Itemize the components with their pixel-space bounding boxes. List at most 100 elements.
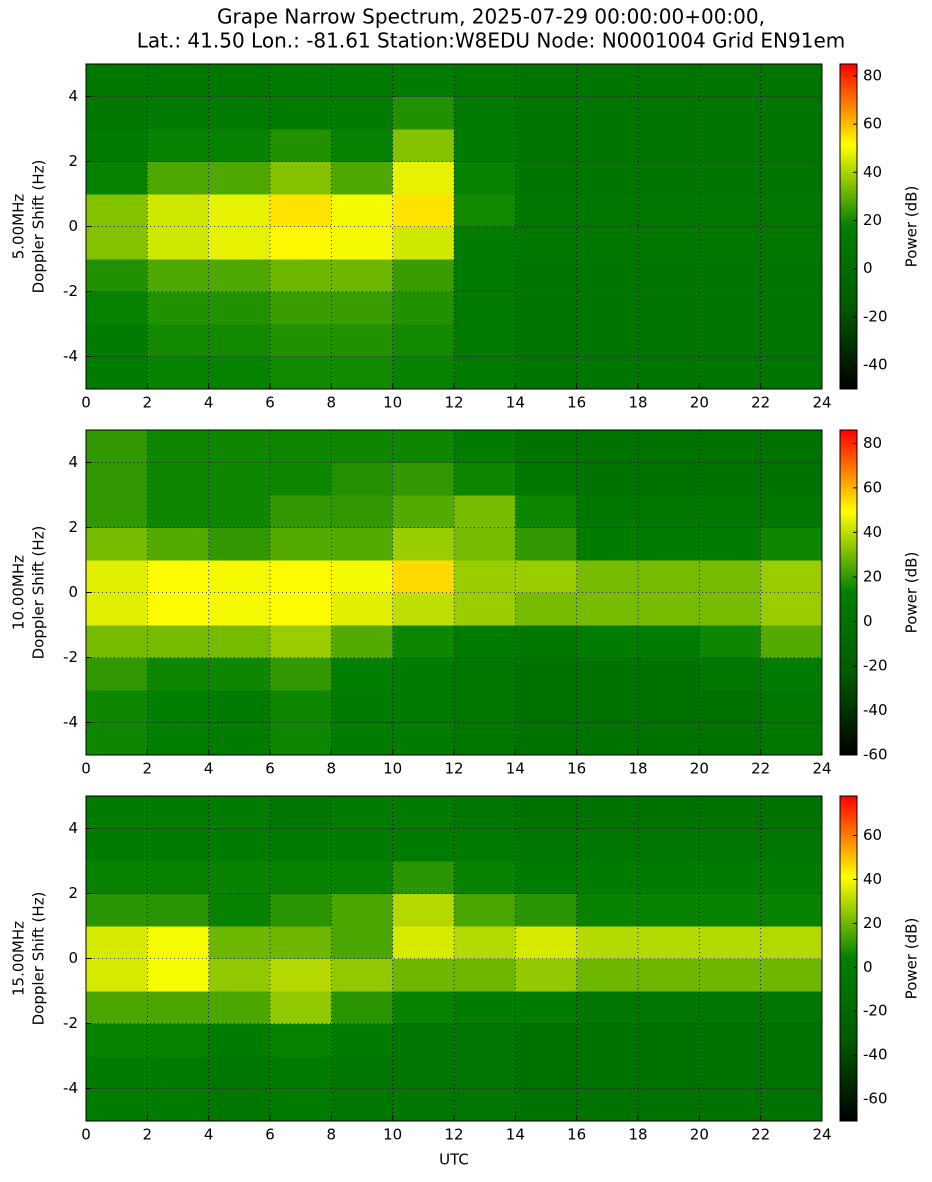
heatmap-cell xyxy=(515,495,578,528)
heatmap-cell xyxy=(270,194,332,227)
heatmap-cell xyxy=(699,796,762,829)
heatmap-cell xyxy=(576,625,639,658)
heatmap-cell xyxy=(147,96,210,130)
x-tick-label: 2 xyxy=(143,394,153,412)
heatmap-cell xyxy=(392,129,455,162)
heatmap-cell xyxy=(270,861,332,894)
heatmap-cell xyxy=(86,722,148,756)
heatmap-cell xyxy=(86,324,148,357)
heatmap-cell xyxy=(331,722,394,756)
heatmap-cell xyxy=(576,462,639,496)
heatmap-cell xyxy=(392,657,455,691)
heatmap-cell xyxy=(86,560,148,593)
heatmap-cell xyxy=(576,161,639,195)
heatmap-cell xyxy=(331,194,394,227)
heatmap-cell xyxy=(699,958,762,992)
heatmap-cell xyxy=(576,657,639,691)
y-tick-label: -4 xyxy=(63,713,78,731)
heatmap-cell xyxy=(208,1023,271,1057)
y-tick-label: 0 xyxy=(68,949,78,967)
heatmap-cell xyxy=(270,1023,332,1057)
heatmap-cell xyxy=(208,893,271,927)
heatmap-cell xyxy=(515,560,578,593)
heatmap-cell xyxy=(147,991,210,1024)
heatmap-cell xyxy=(515,194,578,227)
heatmap-cell xyxy=(760,893,823,927)
y-tick-label: 2 xyxy=(68,884,78,902)
heatmap-cell xyxy=(454,1056,516,1089)
heatmap-cell xyxy=(760,560,823,593)
heatmap-cell xyxy=(638,828,700,862)
heatmap-cell xyxy=(208,226,271,260)
heatmap-cell xyxy=(638,893,700,927)
heatmap-cell xyxy=(270,430,332,463)
heatmap-cell xyxy=(270,991,332,1024)
y-axis-label: Doppler Shift (Hz) xyxy=(30,892,48,1026)
heatmap-cell xyxy=(515,625,578,658)
heatmap-cell xyxy=(86,430,148,463)
plot-frame xyxy=(85,63,823,390)
heatmap-cell xyxy=(760,291,823,325)
heatmap-cell xyxy=(270,690,332,723)
heatmap-cell xyxy=(515,96,578,130)
x-tick-label: 10 xyxy=(383,760,402,778)
heatmap-cell xyxy=(760,495,823,528)
heatmap-cell xyxy=(576,796,639,829)
heatmap-cell xyxy=(515,430,578,463)
heatmap-cell xyxy=(515,462,578,496)
heatmap-cell xyxy=(392,1056,455,1089)
y-tick-label: -2 xyxy=(63,648,78,666)
x-tick-label: 24 xyxy=(812,1126,831,1144)
colorbar-tick-label: -40 xyxy=(863,701,888,719)
heatmap-cell xyxy=(86,527,148,561)
heatmap-cell xyxy=(86,495,148,528)
colorbar-tick-label: 60 xyxy=(863,478,882,496)
heatmap-cell xyxy=(699,1088,762,1122)
heatmap-cell xyxy=(699,592,762,626)
heatmap-cell xyxy=(270,722,332,756)
y-tick-label: 4 xyxy=(68,453,78,471)
heatmap-cell xyxy=(638,796,700,829)
heatmap-cell xyxy=(147,796,210,829)
heatmap-cell xyxy=(86,625,148,658)
x-tick-label: 0 xyxy=(81,394,91,412)
heatmap-cell xyxy=(760,625,823,658)
heatmap-cell xyxy=(699,991,762,1024)
heatmap-cell xyxy=(576,1088,639,1122)
heatmap-cell xyxy=(208,722,271,756)
heatmap-cell xyxy=(208,356,271,390)
heatmap-cell xyxy=(454,796,516,829)
x-tick-label: 14 xyxy=(506,394,525,412)
heatmap-cell xyxy=(331,356,394,390)
heatmap-cell xyxy=(392,893,455,927)
heatmap-cell xyxy=(270,462,332,496)
heatmap-cell xyxy=(638,527,700,561)
heatmap-cell xyxy=(392,560,455,593)
heatmap-cell xyxy=(454,324,516,357)
heatmap-cell xyxy=(147,194,210,227)
heatmap-cell xyxy=(392,430,455,463)
heatmap-cell xyxy=(147,926,210,959)
heatmap-cell xyxy=(515,592,578,626)
heatmap-cell xyxy=(86,226,148,260)
heatmap-cell xyxy=(638,161,700,195)
y-tick-label: -4 xyxy=(63,347,78,365)
heatmap-cell xyxy=(86,991,148,1024)
heatmap-cell xyxy=(331,1088,394,1122)
heatmap-cell xyxy=(331,861,394,894)
heatmap-cell xyxy=(515,226,578,260)
heatmap-cell xyxy=(454,495,516,528)
heatmap-cell xyxy=(760,259,823,292)
heatmap-cell xyxy=(147,1088,210,1122)
heatmap-cell xyxy=(147,161,210,195)
heatmap-cell xyxy=(760,161,823,195)
colorbar-tick-label: -40 xyxy=(863,1046,888,1064)
heatmap-cell xyxy=(331,958,394,992)
x-axis-label: UTC xyxy=(439,1151,469,1169)
heatmap-cell xyxy=(699,893,762,927)
heatmap-cell xyxy=(699,430,762,463)
heatmap-cell xyxy=(454,690,516,723)
heatmap-cell xyxy=(392,861,455,894)
heatmap-cell xyxy=(638,495,700,528)
heatmap-cell xyxy=(576,926,639,959)
